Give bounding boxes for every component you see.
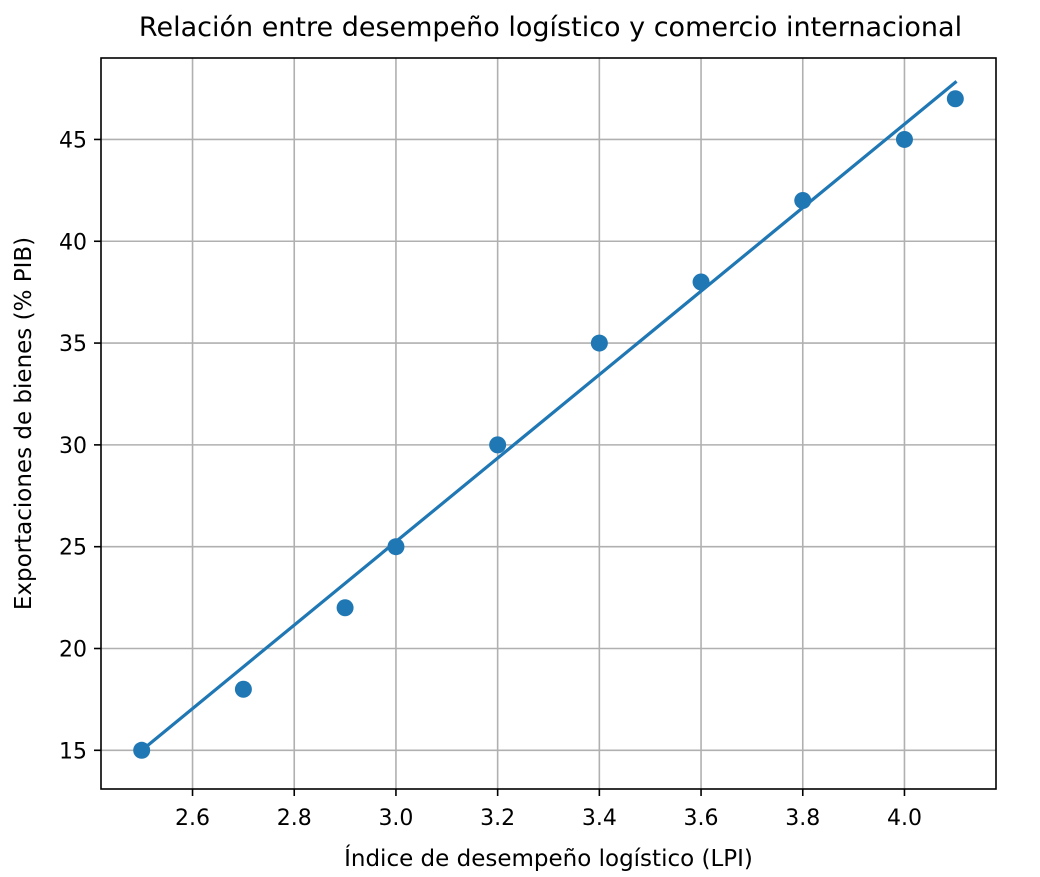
scatter-point [336, 599, 354, 617]
scatter-point [794, 192, 812, 210]
x-tick-label: 4.0 [887, 806, 922, 831]
x-tick-label: 3.6 [684, 806, 719, 831]
scatter-point [387, 538, 405, 556]
scatter-point [133, 741, 151, 759]
x-axis-label: Índice de desempeño logístico (LPI) [344, 844, 753, 872]
chart-title: Relación entre desempeño logístico y com… [139, 12, 962, 43]
x-tick-label: 3.8 [785, 806, 820, 831]
scatter-point [590, 334, 608, 352]
x-tick-label: 3.0 [378, 806, 413, 831]
scatter-point [489, 436, 507, 454]
y-tick-label: 30 [59, 434, 87, 459]
x-tick-label: 2.6 [175, 806, 210, 831]
x-tick-label: 2.8 [277, 806, 312, 831]
y-tick-label: 35 [59, 332, 87, 357]
fit-line-layer [139, 80, 958, 753]
scatter-point [234, 680, 252, 698]
trend-line [139, 80, 958, 753]
scatter-point [946, 90, 964, 108]
y-tick-label: 15 [59, 739, 87, 764]
scatter-points-layer [133, 90, 964, 759]
scatter-point [895, 130, 913, 148]
x-tick-label: 3.4 [582, 806, 617, 831]
y-tick-label: 25 [59, 536, 87, 561]
y-tick-label: 45 [59, 128, 87, 153]
y-tick-label: 40 [59, 230, 87, 255]
plot-area-frame [100, 57, 997, 790]
y-axis-label: Exportaciones de bienes (% PIB) [11, 237, 37, 610]
x-tick-label: 3.2 [480, 806, 515, 831]
y-tick-label: 20 [59, 638, 87, 663]
tick-layer: 2.6 2.8 3.0 3.2 3.4 3.6 3.8 4.0 15 20 25 30 35 40 45 [59, 128, 922, 831]
grid-layer [101, 58, 996, 789]
scatter-point [692, 273, 710, 291]
